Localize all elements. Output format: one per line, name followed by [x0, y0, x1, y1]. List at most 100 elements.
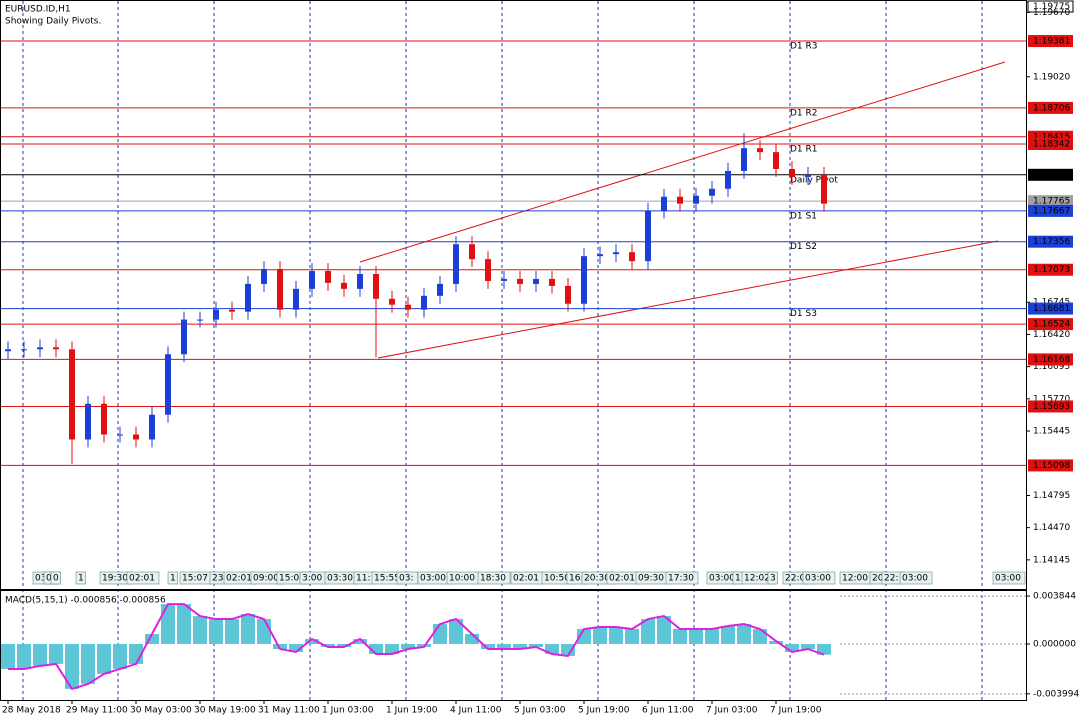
- macd-bar: [209, 619, 223, 645]
- time-marker: 20:30: [584, 574, 610, 584]
- time-marker: 02:01: [609, 574, 635, 584]
- time-marker: 15:55: [374, 574, 400, 584]
- y-tick-label: -0.003994: [1033, 689, 1079, 699]
- time-marker-box: [899, 571, 933, 585]
- candle-body: [645, 210, 651, 262]
- level-box: [1028, 195, 1073, 208]
- y-tick-label: 1.14470: [1033, 523, 1070, 533]
- candle-body: [597, 254, 603, 257]
- macd-bar: [1, 644, 15, 669]
- time-marker: 02:01: [129, 574, 155, 584]
- macd-bar: [625, 629, 639, 645]
- time-marker-box: [167, 571, 178, 585]
- candle-body: [405, 304, 411, 310]
- time-marker: 0: [53, 574, 59, 584]
- signal-line: [8, 603, 825, 691]
- candle-body: [245, 283, 251, 312]
- candle-body: [581, 256, 587, 304]
- time-marker: 10:00: [449, 574, 475, 584]
- time-marker-box: [126, 571, 160, 585]
- candle-body: [741, 148, 747, 171]
- x-tick-label: 4 Jun 11:00: [450, 706, 502, 716]
- candle-body: [661, 196, 667, 211]
- time-marker: 02:01: [513, 574, 539, 584]
- candle-body: [85, 403, 91, 440]
- macd-bar: [769, 641, 783, 645]
- time-marker: 09:00: [253, 574, 279, 584]
- candle-body: [309, 271, 315, 289]
- time-marker: 03:30: [327, 574, 353, 584]
- candle-body: [389, 298, 395, 305]
- candle-body: [69, 349, 75, 440]
- macd-bar: [465, 634, 479, 645]
- macd-bar: [801, 644, 815, 649]
- candle-body: [277, 269, 283, 310]
- level-label: 1.16681: [1033, 304, 1070, 314]
- time-marker: 0: [46, 574, 52, 584]
- symbol-title: EURUSD.ID,H1: [5, 5, 71, 15]
- y-tick-label: 1.19020: [1033, 72, 1070, 82]
- time-marker: 12:00: [842, 574, 868, 584]
- candle-body: [501, 278, 507, 281]
- time-marker: 17:30: [668, 574, 694, 584]
- macd-bar: [65, 644, 79, 689]
- macd-bar: [689, 629, 703, 645]
- macd-bar: [97, 644, 111, 674]
- time-marker: 19:30: [102, 574, 128, 584]
- candle-body: [789, 168, 795, 177]
- time-marker: 03:00: [995, 574, 1021, 584]
- candle-body: [341, 282, 347, 289]
- macd-bar: [449, 619, 463, 645]
- candle-body: [229, 309, 235, 312]
- y-tick-label: 0.003844: [1033, 592, 1076, 602]
- x-tick-label: 1 Jun 19:00: [386, 706, 438, 716]
- candle-body: [805, 174, 811, 177]
- x-tick-label: 5 Jun 19:00: [578, 706, 630, 716]
- level-label: 1.17667: [1033, 206, 1070, 216]
- time-marker: 1: [170, 574, 176, 584]
- time-marker-box: [767, 571, 778, 585]
- macd-bar: [33, 644, 47, 666]
- level-box: [1028, 235, 1073, 248]
- macd-bar: [241, 614, 255, 645]
- macd-title: MACD(5,15,1) -0.000856 -0.000856: [5, 596, 166, 606]
- candle-body: [357, 273, 363, 289]
- time-marker: 02:01: [226, 574, 252, 584]
- candle-body: [773, 152, 779, 169]
- level-box: [1028, 353, 1073, 366]
- y-tick-label: 1.15770: [1033, 394, 1070, 404]
- candle-body: [213, 309, 219, 320]
- candle-body: [5, 349, 11, 352]
- y-tick-label: 1.16420: [1033, 330, 1070, 340]
- level-name: D1 R1: [790, 144, 818, 154]
- time-marker: 22:: [884, 574, 898, 584]
- macd-bar: [193, 616, 207, 645]
- level-label: 1.18706: [1033, 103, 1070, 113]
- y-tick-label: 1.14795: [1033, 491, 1070, 501]
- y-tick-label: 1.19670: [1033, 8, 1070, 18]
- candle-body: [197, 319, 203, 321]
- macd-bar: [177, 604, 191, 645]
- candle-body: [437, 283, 443, 296]
- macd-bar: [641, 619, 655, 645]
- level-label: 1.15098: [1033, 461, 1070, 471]
- macd-bar: [369, 644, 383, 654]
- level-label: 1.17073: [1033, 265, 1070, 275]
- level-label: 1.18342: [1033, 139, 1070, 149]
- level-label: 1.18415: [1033, 132, 1070, 142]
- time-marker-box: [50, 571, 61, 585]
- candle-body: [725, 170, 731, 189]
- level-label: 1.16524: [1033, 320, 1070, 330]
- macd-bar: [401, 644, 415, 649]
- time-marker: 22:0: [785, 574, 805, 584]
- candle-body: [565, 285, 571, 304]
- x-tick-label: 28 May 2018: [2, 706, 61, 716]
- x-tick-label: 31 May 11:00: [258, 706, 320, 716]
- level-box: [1028, 318, 1073, 331]
- candle-body: [261, 269, 267, 284]
- price-box: [1027, 0, 1074, 13]
- candle-body: [373, 273, 379, 299]
- macd-bar: [513, 644, 527, 649]
- macd-bar: [225, 619, 239, 645]
